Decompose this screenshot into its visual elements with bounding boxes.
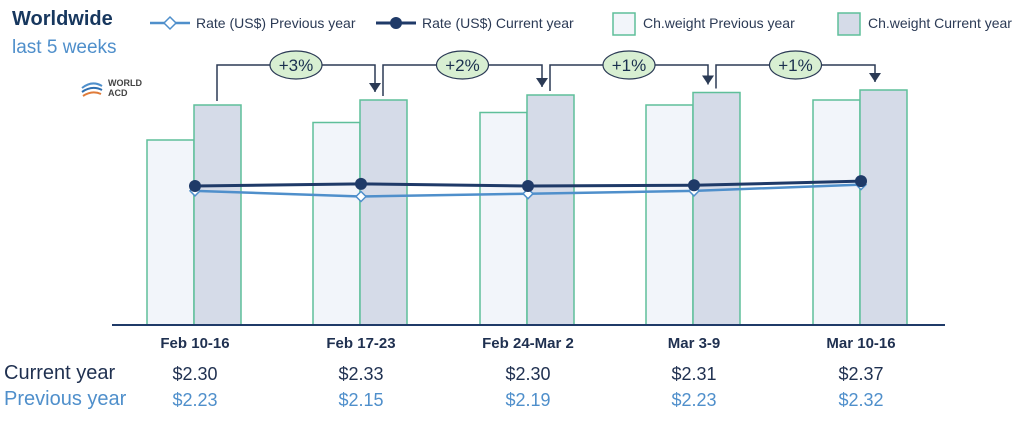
change-label: +2%	[445, 56, 480, 75]
rate-previous-cell: $2.15	[338, 390, 384, 410]
point-rate-previous	[354, 190, 368, 203]
point-rate-current	[522, 180, 534, 192]
bar-weight-previous	[645, 104, 694, 326]
lines	[188, 175, 868, 203]
x-tick-label: Feb 17-23	[326, 335, 395, 352]
change-arrow-icon	[702, 75, 714, 85]
rate-current-cell: $2.30	[505, 364, 551, 384]
rate-current-cell: $2.33	[338, 364, 384, 384]
legend-label-weight-current: Ch.weight Current year	[868, 15, 1012, 31]
rate-current-cell: $2.30	[172, 364, 218, 384]
legend-label-rate-current: Rate (US$) Current year	[422, 15, 574, 31]
point-rate-current	[855, 175, 867, 188]
change-label: +1%	[778, 56, 813, 75]
legend-label-rate-previous: Rate (US$) Previous year	[196, 15, 356, 31]
x-tick-label: Feb 24-Mar 2	[482, 335, 574, 352]
bar-weight-current	[526, 94, 575, 326]
chart: Rate (US$) Previous year Rate (US$) Curre…	[112, 12, 1012, 352]
bar-weight-current	[859, 89, 908, 326]
x-tick-label: Mar 3-9	[668, 335, 721, 352]
rate-current-cell: $2.31	[671, 364, 717, 384]
legend-marker-previous	[162, 15, 178, 31]
legend-swatch-weight-current	[837, 12, 861, 36]
change-arrow-icon	[536, 78, 548, 87]
previous-year-label: Previous year	[4, 388, 127, 410]
change-arrow-icon	[369, 83, 381, 92]
world-acd-logo: WORLD ACD	[80, 76, 160, 104]
rate-current-cell: $2.37	[838, 364, 884, 384]
rate-previous-cell: $2.32	[838, 390, 884, 410]
point-rate-current	[688, 179, 700, 192]
change-arrow-icon	[869, 73, 881, 82]
chart-title: Worldwide	[12, 8, 113, 30]
rate-table: Current year Previous year $2.30 $2.23 $2.…	[0, 360, 1033, 420]
legend-swatch-weight-previous	[612, 12, 636, 36]
bar-weight-current	[193, 104, 242, 326]
chart-subtitle: last 5 weeks	[12, 37, 117, 58]
bar-weight-previous	[312, 121, 361, 326]
logo-text-line1: WORLD	[108, 78, 142, 88]
rate-previous-cell: $2.23	[172, 390, 218, 410]
x-tick-label: Feb 10-16	[160, 335, 229, 352]
legend-marker-current	[390, 17, 402, 29]
change-label: +3%	[279, 56, 314, 75]
rate-previous-cell: $2.23	[671, 390, 717, 410]
bar-weight-current	[692, 91, 741, 326]
globe-icon	[81, 82, 103, 97]
point-rate-current	[355, 177, 367, 190]
change-bubble	[768, 50, 823, 80]
rate-previous-cell: $2.19	[505, 390, 551, 410]
current-year-label: Current year	[4, 362, 116, 384]
logo-text-line2: ACD	[108, 88, 128, 98]
legend: Rate (US$) Previous year Rate (US$) Curre…	[150, 12, 1012, 36]
bar-weight-previous	[146, 139, 195, 326]
change-bubble	[435, 50, 490, 80]
x-tick-labels: Feb 10-16 Feb 17-23 Feb 24-Mar 2 Mar 3-9 Mar…	[160, 335, 895, 352]
change-bubble	[602, 50, 656, 80]
change-label: +1%	[612, 56, 647, 75]
change-bubble	[269, 50, 323, 80]
legend-label-weight-previous: Ch.weight Previous year	[643, 15, 795, 31]
bar-weight-current	[359, 99, 408, 326]
change-annotations: +3% +2% +1% +1%	[216, 50, 881, 101]
bar-weight-previous	[812, 99, 861, 326]
bar-weight-previous	[479, 111, 528, 326]
bars	[146, 89, 908, 326]
x-tick-label: Mar 10-16	[826, 335, 895, 352]
point-rate-current	[189, 180, 201, 192]
